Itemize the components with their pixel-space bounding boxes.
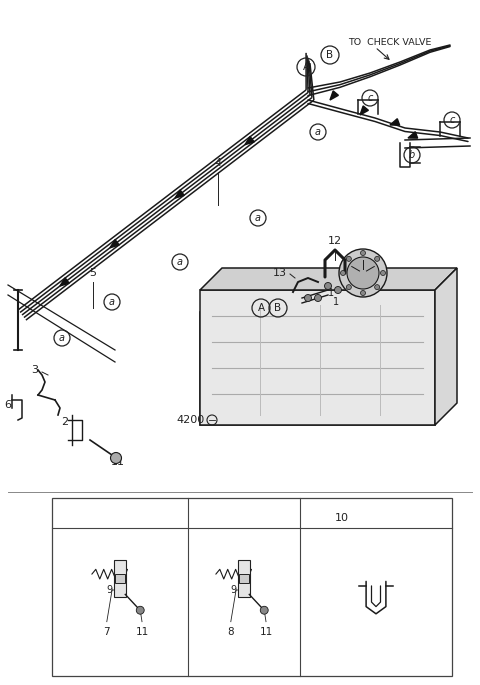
Circle shape <box>110 453 121 464</box>
Polygon shape <box>330 91 338 100</box>
Circle shape <box>347 256 351 262</box>
Text: 1: 1 <box>333 297 339 307</box>
Text: a: a <box>67 513 73 523</box>
Text: 7: 7 <box>104 627 110 637</box>
Polygon shape <box>408 132 418 138</box>
Polygon shape <box>200 268 457 290</box>
Circle shape <box>324 282 332 290</box>
Bar <box>238 560 250 597</box>
Circle shape <box>340 271 346 275</box>
Text: 10: 10 <box>335 513 349 523</box>
Bar <box>239 574 249 583</box>
Text: A: A <box>257 303 264 313</box>
Text: B: B <box>326 50 334 60</box>
Text: 11: 11 <box>259 627 273 637</box>
Text: a: a <box>255 213 261 223</box>
Text: 13: 13 <box>273 268 287 278</box>
Polygon shape <box>200 290 435 425</box>
Text: c: c <box>315 513 321 523</box>
Circle shape <box>304 295 312 301</box>
Text: 1: 1 <box>362 279 368 289</box>
Circle shape <box>339 249 387 297</box>
Text: 3: 3 <box>32 365 38 375</box>
Circle shape <box>381 271 385 275</box>
Text: c: c <box>449 115 455 125</box>
Circle shape <box>335 286 341 293</box>
Polygon shape <box>60 278 69 286</box>
Circle shape <box>360 290 365 295</box>
Text: 12: 12 <box>328 236 342 246</box>
Text: 11: 11 <box>111 457 125 467</box>
Text: 9: 9 <box>230 585 237 595</box>
Text: TO  CHECK VALVE: TO CHECK VALVE <box>348 38 432 47</box>
Text: A: A <box>302 62 310 72</box>
Polygon shape <box>110 240 119 248</box>
Text: 6: 6 <box>4 400 12 410</box>
Circle shape <box>347 257 379 289</box>
Text: 5: 5 <box>89 268 96 278</box>
Bar <box>115 574 125 583</box>
Polygon shape <box>360 106 369 115</box>
Text: a: a <box>59 333 65 343</box>
Text: a: a <box>109 297 115 307</box>
Text: B: B <box>275 303 282 313</box>
Text: b: b <box>203 513 209 523</box>
Polygon shape <box>200 312 435 425</box>
Text: a: a <box>177 257 183 267</box>
Text: 11: 11 <box>135 627 149 637</box>
Circle shape <box>260 606 268 614</box>
Text: 4200: 4200 <box>177 415 205 425</box>
Circle shape <box>375 256 380 262</box>
Text: 1: 1 <box>352 273 358 283</box>
Text: 9: 9 <box>107 585 113 595</box>
Circle shape <box>136 606 144 614</box>
Text: 8: 8 <box>228 627 234 637</box>
Polygon shape <box>245 136 254 145</box>
Polygon shape <box>390 119 400 125</box>
Text: c: c <box>367 93 372 103</box>
Polygon shape <box>435 268 457 425</box>
Text: 2: 2 <box>61 417 69 427</box>
Circle shape <box>375 285 380 290</box>
Circle shape <box>360 251 365 256</box>
Text: 4: 4 <box>215 158 222 168</box>
Bar <box>52 498 452 676</box>
Text: b: b <box>409 150 415 160</box>
Bar <box>114 560 126 597</box>
Circle shape <box>347 285 351 290</box>
Polygon shape <box>175 190 184 198</box>
Circle shape <box>314 295 322 301</box>
Text: 1: 1 <box>328 288 334 298</box>
Text: a: a <box>315 127 321 137</box>
